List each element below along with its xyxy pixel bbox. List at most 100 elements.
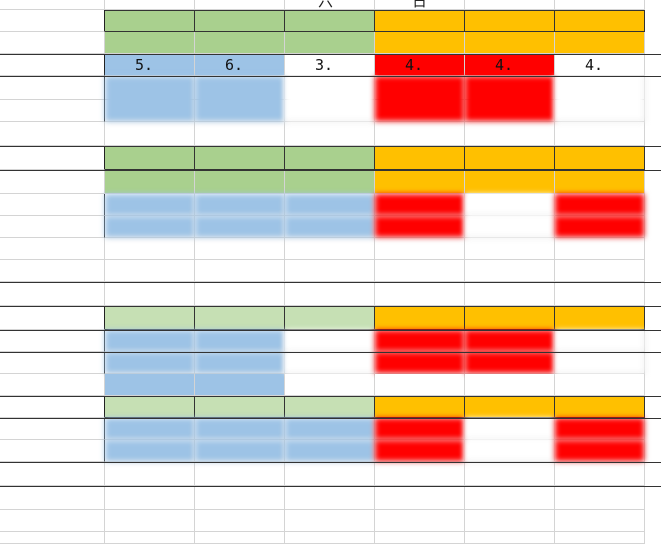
empty-cell[interactable] <box>555 282 645 306</box>
empty-cell[interactable] <box>285 122 375 146</box>
roi-value[interactable] <box>285 330 375 352</box>
empty-cell[interactable] <box>0 170 105 194</box>
cost-value[interactable] <box>105 440 195 462</box>
section-label[interactable] <box>0 306 105 330</box>
date-header[interactable] <box>375 306 465 330</box>
cost-value[interactable] <box>375 352 465 374</box>
empty-cell[interactable] <box>0 462 105 486</box>
cost-value[interactable] <box>195 76 285 122</box>
color-band[interactable] <box>555 170 645 194</box>
empty-cell[interactable] <box>285 0 375 10</box>
empty-cell[interactable] <box>555 0 645 10</box>
date-header[interactable] <box>375 396 465 418</box>
roi-value[interactable]: 3. <box>285 54 375 76</box>
empty-cell[interactable] <box>285 282 375 306</box>
empty-cell[interactable] <box>105 0 195 10</box>
empty-cell[interactable] <box>0 282 105 306</box>
cost-value[interactable] <box>375 76 465 122</box>
roi-value[interactable]: 4. <box>375 54 465 76</box>
roi-value[interactable] <box>285 418 375 440</box>
roi-label[interactable] <box>0 418 105 440</box>
empty-cell[interactable] <box>195 260 285 282</box>
empty-cell[interactable] <box>195 462 285 486</box>
color-band[interactable] <box>465 32 555 54</box>
color-band[interactable] <box>375 374 465 396</box>
date-header[interactable] <box>555 10 645 32</box>
date-header[interactable] <box>195 146 285 170</box>
cost-value[interactable] <box>375 216 465 238</box>
cost-value[interactable] <box>555 216 645 238</box>
date-header[interactable] <box>105 10 195 32</box>
roi-value[interactable] <box>375 330 465 352</box>
roi-value[interactable] <box>195 418 285 440</box>
roi-value[interactable] <box>555 330 645 352</box>
empty-cell[interactable] <box>0 238 105 260</box>
roi-value[interactable] <box>375 418 465 440</box>
cost-value[interactable] <box>195 352 285 374</box>
empty-cell[interactable] <box>375 0 465 10</box>
cost-value[interactable] <box>465 352 555 374</box>
color-band[interactable] <box>555 374 645 396</box>
empty-cell[interactable] <box>0 32 105 54</box>
roi-value[interactable] <box>195 330 285 352</box>
date-header[interactable] <box>285 306 375 330</box>
empty-cell[interactable] <box>555 122 645 146</box>
roi-value[interactable] <box>105 194 195 216</box>
cost-value[interactable] <box>195 440 285 462</box>
roi-value[interactable] <box>465 418 555 440</box>
empty-cell[interactable] <box>105 122 195 146</box>
empty-cell[interactable] <box>555 260 645 282</box>
color-band[interactable] <box>285 374 375 396</box>
empty-cell[interactable] <box>555 510 645 532</box>
empty-cell[interactable] <box>375 510 465 532</box>
cost-value[interactable] <box>195 216 285 238</box>
date-header[interactable] <box>285 146 375 170</box>
empty-cell[interactable] <box>465 0 555 10</box>
empty-cell[interactable] <box>0 510 105 532</box>
empty-cell[interactable] <box>285 238 375 260</box>
empty-cell[interactable] <box>0 374 105 396</box>
empty-cell[interactable] <box>195 510 285 532</box>
total-value[interactable] <box>195 486 285 510</box>
cost-value[interactable] <box>285 76 375 122</box>
date-header[interactable] <box>105 306 195 330</box>
date-header[interactable] <box>195 306 285 330</box>
cost-value[interactable] <box>375 440 465 462</box>
date-header[interactable] <box>465 306 555 330</box>
date-header[interactable] <box>285 396 375 418</box>
color-band[interactable] <box>105 374 195 396</box>
color-band[interactable] <box>285 32 375 54</box>
empty-cell[interactable] <box>465 238 555 260</box>
date-header[interactable] <box>375 10 465 32</box>
roi-value[interactable] <box>465 194 555 216</box>
date-header[interactable] <box>195 10 285 32</box>
empty-cell[interactable] <box>0 486 105 510</box>
roi-value[interactable] <box>195 194 285 216</box>
empty-cell[interactable] <box>375 260 465 282</box>
cost-label[interactable] <box>0 76 105 122</box>
empty-cell[interactable] <box>195 0 285 10</box>
roi-value[interactable]: 5. <box>105 54 195 76</box>
roi-label[interactable] <box>0 194 105 216</box>
color-band[interactable] <box>375 170 465 194</box>
empty-cell[interactable] <box>0 260 105 282</box>
roi-value[interactable] <box>105 418 195 440</box>
roi-label[interactable] <box>0 54 105 76</box>
cost-value[interactable] <box>555 76 645 122</box>
empty-cell[interactable] <box>0 532 105 544</box>
empty-cell[interactable] <box>105 462 195 486</box>
color-band[interactable] <box>105 170 195 194</box>
empty-cell[interactable] <box>0 122 105 146</box>
empty-cell[interactable] <box>465 510 555 532</box>
cost-value[interactable] <box>285 216 375 238</box>
date-header[interactable] <box>195 396 285 418</box>
color-band[interactable] <box>285 170 375 194</box>
empty-cell[interactable] <box>105 532 195 544</box>
date-header[interactable] <box>465 10 555 32</box>
day-header[interactable] <box>105 282 195 306</box>
cost-value[interactable] <box>555 440 645 462</box>
cost-value[interactable] <box>105 76 195 122</box>
roi-value[interactable]: 4. <box>555 54 645 76</box>
date-header[interactable] <box>285 10 375 32</box>
